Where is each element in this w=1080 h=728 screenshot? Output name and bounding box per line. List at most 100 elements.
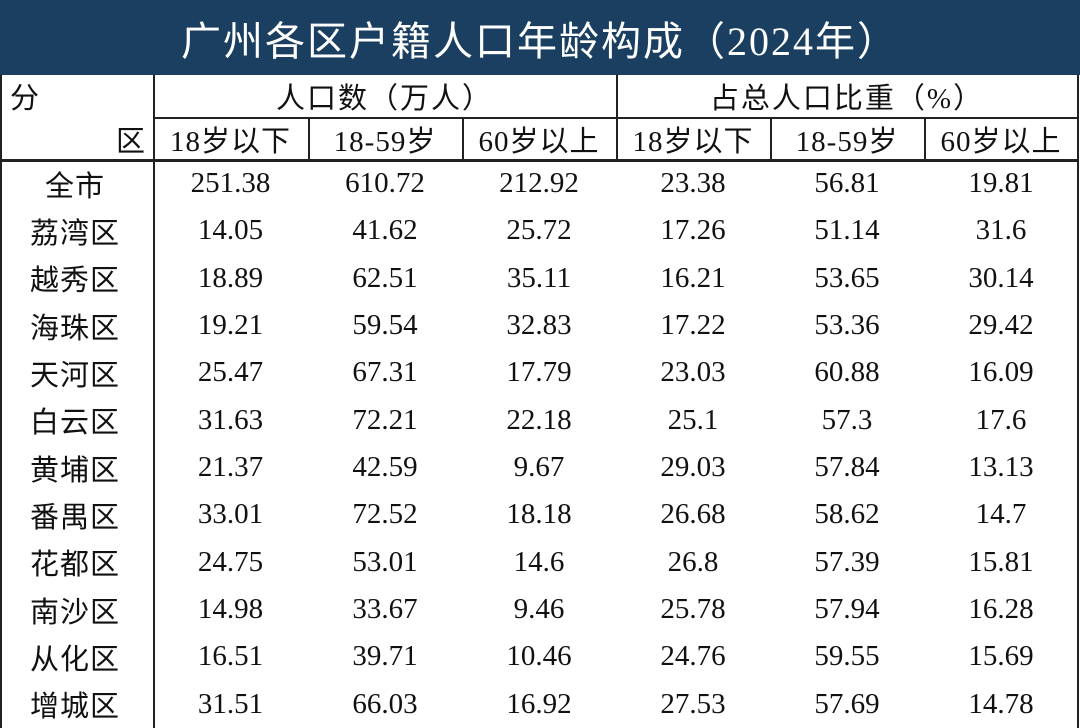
data-cell: 31.6 bbox=[975, 214, 1027, 247]
rule bbox=[153, 75, 155, 728]
rule bbox=[308, 117, 310, 160]
group-header: 占总人口比重（%） bbox=[709, 83, 985, 115]
row-label: 荔湾区 bbox=[29, 217, 120, 250]
data-cell: 53.36 bbox=[814, 309, 880, 342]
data-cell: 14.7 bbox=[975, 498, 1027, 531]
data-cell: 14.05 bbox=[197, 214, 264, 247]
data-cell: 14.78 bbox=[968, 687, 1034, 720]
data-cell: 33.01 bbox=[197, 498, 264, 531]
data-cell: 18.18 bbox=[506, 498, 572, 531]
data-cell: 56.81 bbox=[814, 167, 880, 200]
row-label: 南沙区 bbox=[29, 596, 120, 629]
data-cell: 26.8 bbox=[667, 545, 719, 578]
data-cell: 57.84 bbox=[814, 451, 880, 484]
data-cell: 57.3 bbox=[821, 403, 873, 436]
row-label: 花都区 bbox=[29, 549, 120, 582]
column-header: 18岁以下 bbox=[632, 125, 754, 158]
data-cell: 57.39 bbox=[814, 545, 880, 578]
rule bbox=[1077, 75, 1079, 728]
data-cell: 17.26 bbox=[660, 214, 726, 247]
data-cell: 57.94 bbox=[814, 593, 880, 626]
row-label: 黄埔区 bbox=[29, 454, 120, 487]
data-cell: 212.92 bbox=[499, 167, 579, 200]
row-label: 番禺区 bbox=[29, 501, 120, 534]
data-cell: 23.03 bbox=[660, 356, 726, 389]
data-cell: 22.18 bbox=[506, 403, 572, 436]
data-cell: 39.71 bbox=[352, 640, 418, 673]
data-cell: 53.65 bbox=[814, 261, 880, 294]
data-cell: 9.67 bbox=[513, 451, 565, 484]
data-cell: 26.68 bbox=[660, 498, 726, 531]
data-cell: 31.51 bbox=[197, 687, 264, 720]
row-label: 全市 bbox=[44, 170, 105, 203]
data-cell: 10.46 bbox=[506, 640, 572, 673]
data-cell: 24.75 bbox=[197, 545, 264, 578]
data-cell: 41.62 bbox=[352, 214, 418, 247]
row-label: 越秀区 bbox=[29, 265, 120, 298]
row-label: 从化区 bbox=[29, 643, 120, 676]
corner-top: 分 bbox=[10, 83, 40, 115]
data-cell: 67.31 bbox=[352, 356, 418, 389]
data-cell: 25.47 bbox=[197, 356, 264, 389]
row-label: 白云区 bbox=[29, 407, 120, 440]
data-cell: 42.59 bbox=[352, 451, 418, 484]
data-cell: 19.81 bbox=[968, 167, 1034, 200]
data-cell: 33.67 bbox=[352, 593, 418, 626]
column-header: 18-59岁 bbox=[333, 125, 437, 158]
data-cell: 57.69 bbox=[814, 687, 880, 720]
data-cell: 29.42 bbox=[968, 309, 1034, 342]
data-cell: 32.83 bbox=[506, 309, 572, 342]
data-cell: 17.79 bbox=[506, 356, 572, 389]
data-cell: 30.14 bbox=[968, 261, 1034, 294]
data-cell: 58.62 bbox=[814, 498, 880, 531]
data-cell: 610.72 bbox=[345, 167, 425, 200]
data-cell: 31.63 bbox=[197, 403, 264, 436]
rule bbox=[0, 75, 2, 728]
data-cell: 51.14 bbox=[814, 214, 880, 247]
data-cell: 35.11 bbox=[506, 261, 572, 294]
row-label: 海珠区 bbox=[29, 312, 120, 345]
data-cell: 53.01 bbox=[352, 545, 418, 578]
data-cell: 59.55 bbox=[814, 640, 880, 673]
data-cell: 62.51 bbox=[352, 261, 418, 294]
data-cell: 9.46 bbox=[513, 593, 565, 626]
data-cell: 15.81 bbox=[968, 545, 1034, 578]
rule bbox=[0, 159, 1078, 162]
data-cell: 59.54 bbox=[352, 309, 418, 342]
column-header: 60岁以上 bbox=[478, 125, 600, 158]
data-cell: 27.53 bbox=[660, 687, 726, 720]
data-cell: 25.78 bbox=[660, 593, 726, 626]
data-cell: 16.09 bbox=[968, 356, 1034, 389]
group-header: 人口数（万人） bbox=[275, 83, 493, 115]
data-cell: 24.76 bbox=[660, 640, 726, 673]
data-cell: 16.21 bbox=[660, 261, 726, 294]
data-cell: 17.22 bbox=[660, 309, 726, 342]
data-cell: 14.6 bbox=[513, 545, 565, 578]
data-cell: 25.72 bbox=[506, 214, 572, 247]
data-cell: 60.88 bbox=[814, 356, 880, 389]
rule bbox=[153, 117, 1078, 119]
data-cell: 23.38 bbox=[660, 167, 726, 200]
data-cell: 16.92 bbox=[506, 687, 572, 720]
data-cell: 18.89 bbox=[197, 261, 264, 294]
table-title: 广州各区户籍人口年龄构成（2024年） bbox=[0, 0, 1080, 75]
data-cell: 17.6 bbox=[975, 403, 1027, 436]
data-cell: 16.28 bbox=[968, 593, 1034, 626]
data-cell: 66.03 bbox=[352, 687, 418, 720]
corner-bottom: 区 bbox=[115, 125, 145, 158]
data-cell: 19.21 bbox=[197, 309, 264, 342]
column-header: 18岁以下 bbox=[169, 125, 291, 158]
row-label: 天河区 bbox=[29, 359, 120, 392]
rule bbox=[924, 117, 926, 160]
data-cell: 14.98 bbox=[197, 593, 264, 626]
rule bbox=[462, 117, 464, 160]
column-header: 18-59岁 bbox=[795, 125, 899, 158]
data-cell: 72.21 bbox=[352, 403, 418, 436]
column-header: 60岁以上 bbox=[940, 125, 1062, 158]
row-label: 增城区 bbox=[29, 691, 120, 724]
data-cell: 72.52 bbox=[352, 498, 418, 531]
data-cell: 21.37 bbox=[197, 451, 264, 484]
data-cell: 29.03 bbox=[660, 451, 726, 484]
data-cell: 25.1 bbox=[667, 403, 719, 436]
